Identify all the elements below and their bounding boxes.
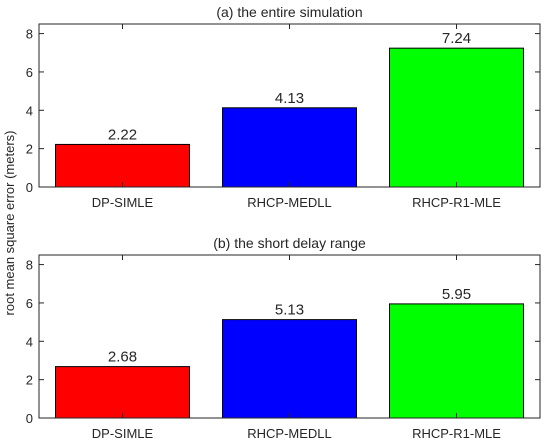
panel-a-y-tick-label: 8 [26, 27, 33, 42]
panel-a-x-tick-label-2: RHCP-MEDLL [247, 195, 332, 210]
panel-a-data-label-2: 4.13 [275, 90, 304, 107]
panel-b-x-tick-label-3: RHCP-R1-MLE [412, 426, 501, 441]
panel-b-y-tick-label: 0 [26, 411, 33, 426]
panel-b-y-tick-label: 4 [26, 334, 33, 349]
panel-b-y-tick-label: 2 [26, 373, 33, 388]
y-axis-label: root mean square error (meters) [2, 131, 17, 316]
panel-a-data-label-3: 7.24 [442, 30, 471, 47]
panel-a-bar-3 [389, 47, 524, 188]
panel-a-bar-1 [55, 143, 190, 188]
panel-b-data-label-2: 5.13 [275, 302, 304, 319]
panel-b-x-tick-label-1: DP-SIMLE [92, 426, 154, 441]
panel-b-data-label-1: 2.68 [108, 349, 137, 366]
panel-a-x-tick-label-1: DP-SIMLE [92, 195, 154, 210]
panel-a-y-tick-label: 6 [26, 65, 33, 80]
panel-a-y-tick-label: 2 [26, 142, 33, 157]
panel-b-y-tick-label: 8 [26, 258, 33, 273]
panel-b-bar-2 [222, 319, 357, 419]
panel-b-y-tick-label: 6 [26, 296, 33, 311]
panel-a-bar-2 [222, 107, 357, 188]
panel-a-title: (a) the entire simulation [216, 4, 362, 20]
panel-b-title: (b) the short delay range [213, 235, 366, 251]
panel-a-y-tick-label: 0 [26, 180, 33, 195]
panel-a-y-tick-label: 4 [26, 103, 33, 118]
panel-b-bar-1 [55, 366, 190, 419]
panel-b-axes-box [38, 254, 541, 419]
panel-b-data-label-3: 5.95 [442, 286, 471, 303]
panel-a-data-label-1: 2.22 [108, 126, 137, 143]
panel-a-axes-box [38, 23, 541, 188]
panel-a-x-tick-label-3: RHCP-R1-MLE [412, 195, 501, 210]
panel-b-x-tick-label-2: RHCP-MEDLL [247, 426, 332, 441]
panel-b-bar-3 [389, 303, 524, 419]
